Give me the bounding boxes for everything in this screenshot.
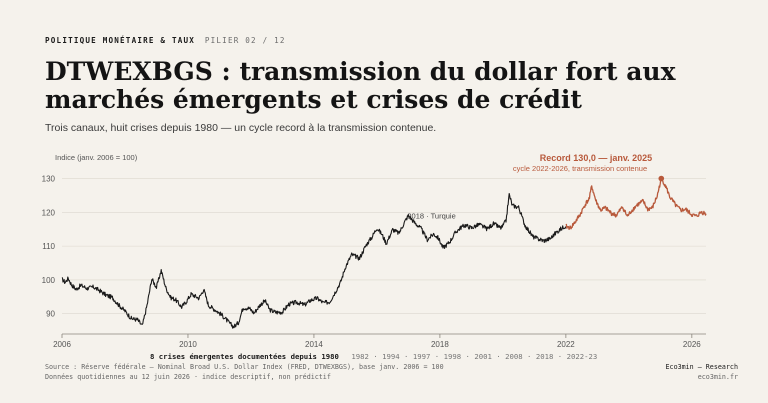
y-tick-label: 120	[42, 208, 56, 217]
x-tick-label: 2022	[557, 340, 575, 349]
x-tick-label: 2010	[179, 340, 197, 349]
y-tick-label: 100	[42, 276, 56, 285]
x-tick-label: 2014	[305, 340, 323, 349]
crises-label: 8 crises émergentes documentées depuis 1…	[150, 352, 339, 361]
data-note: Données quotidiennes au 12 juin 2026 · i…	[45, 372, 331, 381]
x-tick-label: 2006	[53, 340, 71, 349]
series-line-highlight	[565, 177, 707, 230]
page-subtitle: Trois canaux, huit crises depuis 1980 — …	[45, 122, 437, 134]
annotation-turquie: 2018 · Turquie	[407, 211, 455, 220]
crises-years: 1982 · 1994 · 1997 · 1998 · 2001 · 2008 …	[351, 352, 598, 361]
source-note: Source : Réserve fédérale — Nominal Broa…	[45, 363, 444, 371]
pillar-label: PILIER 02 / 12	[204, 36, 286, 45]
record-marker	[658, 175, 665, 182]
brand-site: eco3min.fr	[697, 372, 738, 381]
page-title: DTWEXBGS : transmission du dollar fort a…	[45, 57, 676, 114]
y-tick-label: 90	[46, 310, 55, 319]
kicker: POLITIQUE MONÉTAIRE & TAUX PILIER 02 / 1…	[45, 36, 723, 45]
x-tick-label: 2026	[683, 340, 701, 349]
annotation-record-sub: cycle 2022-2026, transmission contenue	[513, 164, 647, 173]
series-line-main	[61, 192, 567, 329]
footer: Source : Réserve fédérale — Nominal Broa…	[45, 363, 738, 382]
y-axis-label: Indice (janv. 2006 = 100)	[55, 153, 138, 162]
section-label: POLITIQUE MONÉTAIRE & TAUX	[45, 36, 196, 45]
crises-row: 8 crises émergentes documentées depuis 1…	[150, 352, 597, 361]
x-tick-label: 2018	[431, 340, 449, 349]
y-tick-label: 110	[42, 242, 55, 251]
footer-right: Eco3min — Research eco3min.fr	[666, 363, 738, 382]
brand-name: Eco3min — Research	[665, 363, 738, 371]
y-tick-label: 130	[42, 175, 56, 184]
annotation-record: Record 130,0 — janv. 2025	[540, 153, 652, 163]
